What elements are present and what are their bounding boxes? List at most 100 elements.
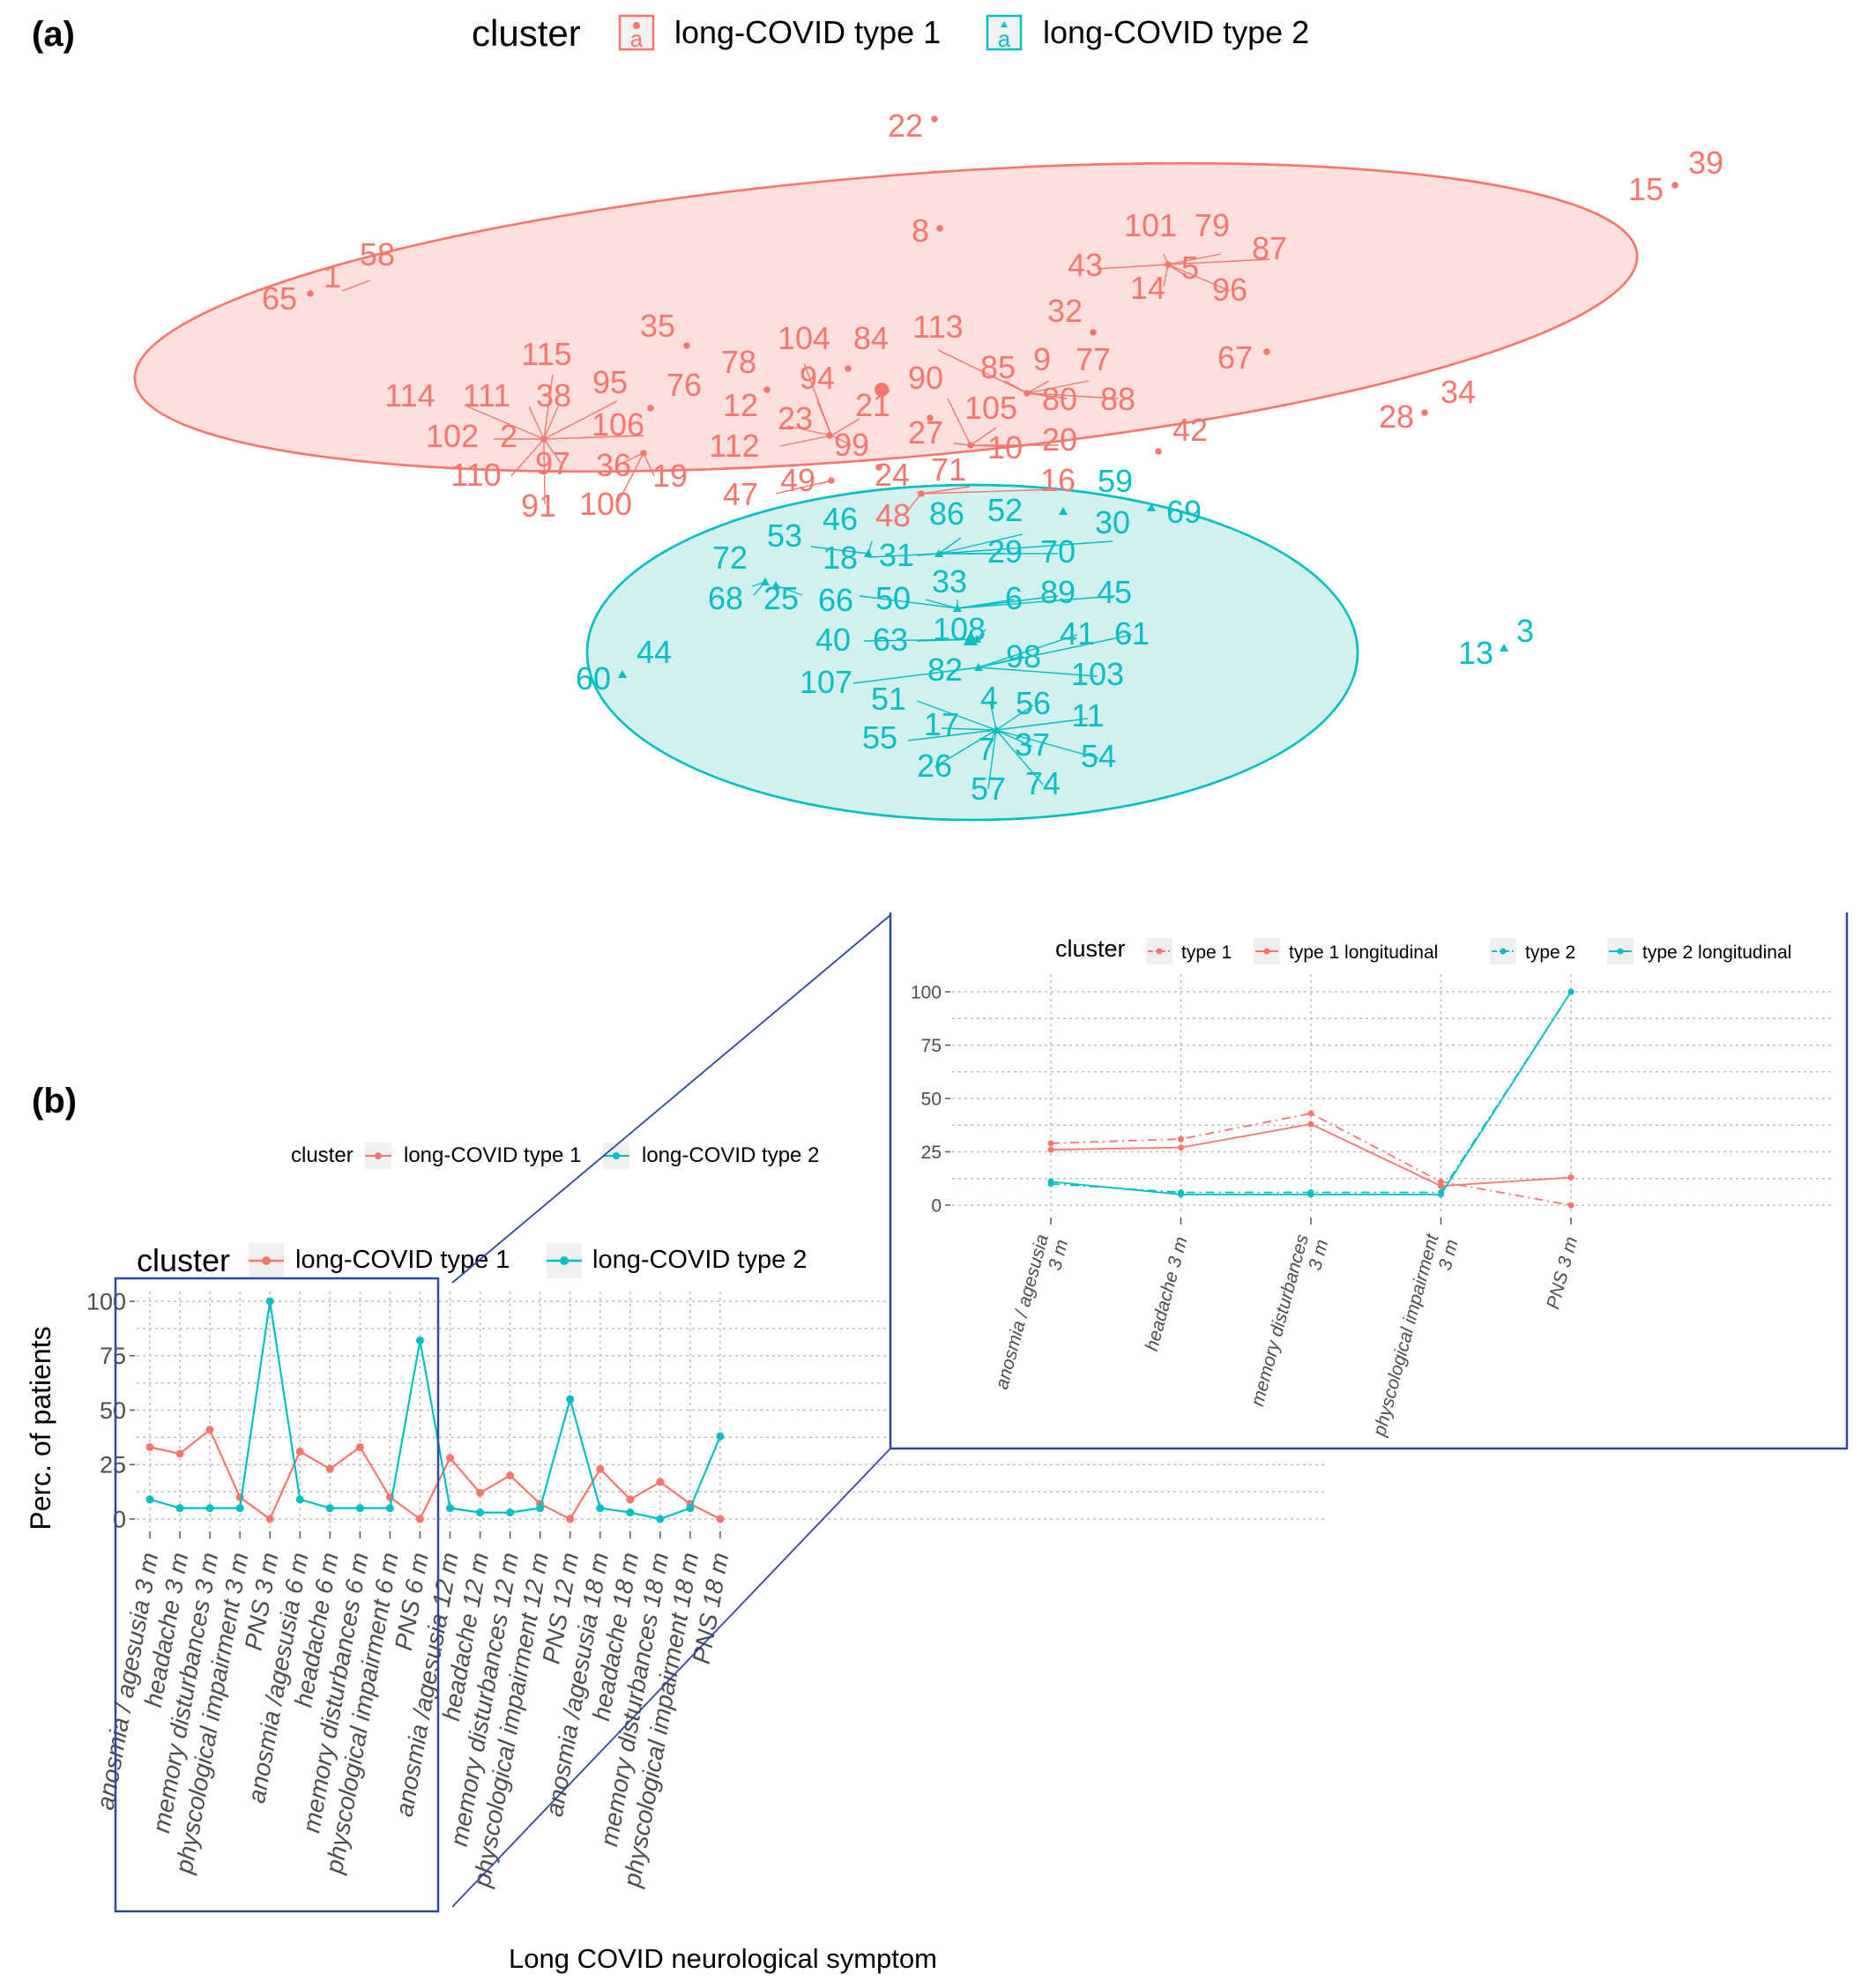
point-label-type1-106: 106 [592,406,644,443]
point-label-type1-23: 23 [778,400,813,436]
point-label-type1-104: 104 [778,320,830,356]
marker-type1-4 [307,290,314,297]
main-data-point-s1-3 [235,1504,244,1513]
inset-y-tick-label-2: 50 [921,1089,942,1109]
point-label-type2-17: 17 [924,706,959,742]
legend-key-type2: a [986,14,1023,52]
marker-type2-0 [1059,507,1068,515]
connector-type1-29 [1026,380,1050,394]
inset-y-tick-label-1: 25 [921,1143,942,1163]
point-label-type2-3: 3 [1516,613,1534,649]
marker-type1-13 [826,432,833,439]
point-label-type1-1: 1 [324,258,341,294]
point-label-type1-102: 102 [426,418,479,454]
point-label-type1-10: 10 [987,429,1023,465]
connector-type1-23 [786,425,832,436]
inset-legend-key-dot-3 [1617,948,1624,955]
connector-type1-30 [1026,380,1090,394]
point-label-type1-2: 2 [500,418,517,454]
point-label-type2-45: 45 [1097,574,1132,610]
cluster-ellipse-type1-outline [133,161,1639,473]
point-label-type1-39: 39 [1688,145,1723,181]
marker-type1-21 [918,490,925,497]
point-label-type1-9: 9 [1033,341,1051,377]
point-label-type2-70: 70 [1040,533,1076,570]
point-label-type1-5: 5 [1181,249,1199,286]
point-label-type2-53: 53 [767,518,802,554]
connector-type1-41 [920,486,971,495]
panel-b-label: (b) [32,1082,77,1121]
main-data-point-s1-8 [385,1504,394,1513]
main-data-point-s1-16 [626,1508,635,1517]
point-label-type2-103: 103 [1071,656,1124,692]
marker-type1-3 [1165,261,1172,268]
main-data-point-s0-15 [596,1464,605,1473]
point-label-type1-95: 95 [592,364,628,400]
marker-type1-16 [640,450,647,457]
point-label-type2-4: 4 [980,680,998,716]
legend-title: cluster [472,12,581,54]
point-label-type1-22: 22 [888,108,923,144]
main-y-tick-label-3: 75 [100,1343,126,1369]
connector-type2-32 [941,727,997,731]
inset-data-point-s3-3 [1438,1191,1444,1198]
point-label-type1-112: 112 [709,428,759,464]
inset-legend-label-3: type 2 longitudinal [1642,942,1791,963]
point-label-type2-63: 63 [873,622,908,658]
connector-type1-22 [816,400,832,436]
connector-type2-6 [916,553,940,556]
connector-type2-14 [925,599,958,609]
point-label-type1-113: 113 [912,309,963,345]
connector-type2-27 [916,700,997,731]
point-label-type1-76: 76 [666,367,702,403]
main-data-point-s0-17 [656,1478,665,1486]
inset-data-point-s3-1 [1178,1191,1184,1198]
marker-type1-1 [1671,182,1679,189]
marker-type2-11 [992,726,1001,734]
main-legend-label-type1: long-COVID type 1 [295,1246,510,1274]
point-label-type2-74: 74 [1025,765,1061,801]
inset-data-point-s0-2 [1307,1110,1314,1117]
inset-y-tick-label-3: 75 [921,1036,942,1056]
panel-b: (b) cluster long-COVID type 1 long-COVID… [25,912,1849,1974]
point-label-type1-8: 8 [912,212,929,249]
point-label-type1-34: 34 [1440,374,1476,410]
marker-type1-20 [828,477,835,484]
point-label-type2-54: 54 [1081,738,1116,774]
point-label-type1-58: 58 [360,236,395,272]
legend-key-box-type2 [986,14,1023,51]
point-label-type2-31: 31 [879,537,914,573]
inset-legend-key-dot-0 [1156,948,1163,955]
point-label-type1-85: 85 [980,349,1016,385]
main-y-tick-label-2: 50 [100,1397,126,1424]
connector-type1-6 [1167,264,1231,292]
main-data-point-s1-14 [566,1395,575,1404]
main-data-point-s0-7 [355,1442,364,1451]
main-data-point-s0-1 [175,1449,184,1458]
point-label-type1-90: 90 [908,360,943,396]
connector-type2-16 [957,595,1059,609]
point-label-type2-33: 33 [932,563,967,600]
panel-a-label: (a) [32,15,75,54]
cluster-ellipse-type2-outline [585,483,1359,822]
marker-type1-15 [967,442,974,449]
main-series-line-0 [149,1427,721,1521]
main-data-point-s0-16 [626,1495,635,1504]
main-data-point-s1-2 [205,1504,214,1513]
point-label-type1-115: 115 [521,336,571,372]
main-data-point-s1-5 [295,1495,304,1504]
inset-data-point-s3-2 [1307,1191,1314,1198]
marker-type1-14 [927,414,934,421]
point-label-type2-46: 46 [823,501,858,537]
point-label-type2-25: 25 [763,580,799,616]
panel-a: (a) cluster a long-COVID type 1 a long-C… [32,12,1723,822]
floating-legend-dot-type2 [613,1152,620,1159]
point-label-type1-99: 99 [834,427,869,463]
legend-glyph-type1: a [630,26,644,52]
point-label-type1-12: 12 [723,387,758,423]
connector-type2-30 [995,718,1089,731]
inset-background [890,912,1847,1449]
connector-type1-26 [830,435,852,446]
point-label-type1-21: 21 [855,387,890,423]
marker-type1-17 [1155,448,1162,455]
